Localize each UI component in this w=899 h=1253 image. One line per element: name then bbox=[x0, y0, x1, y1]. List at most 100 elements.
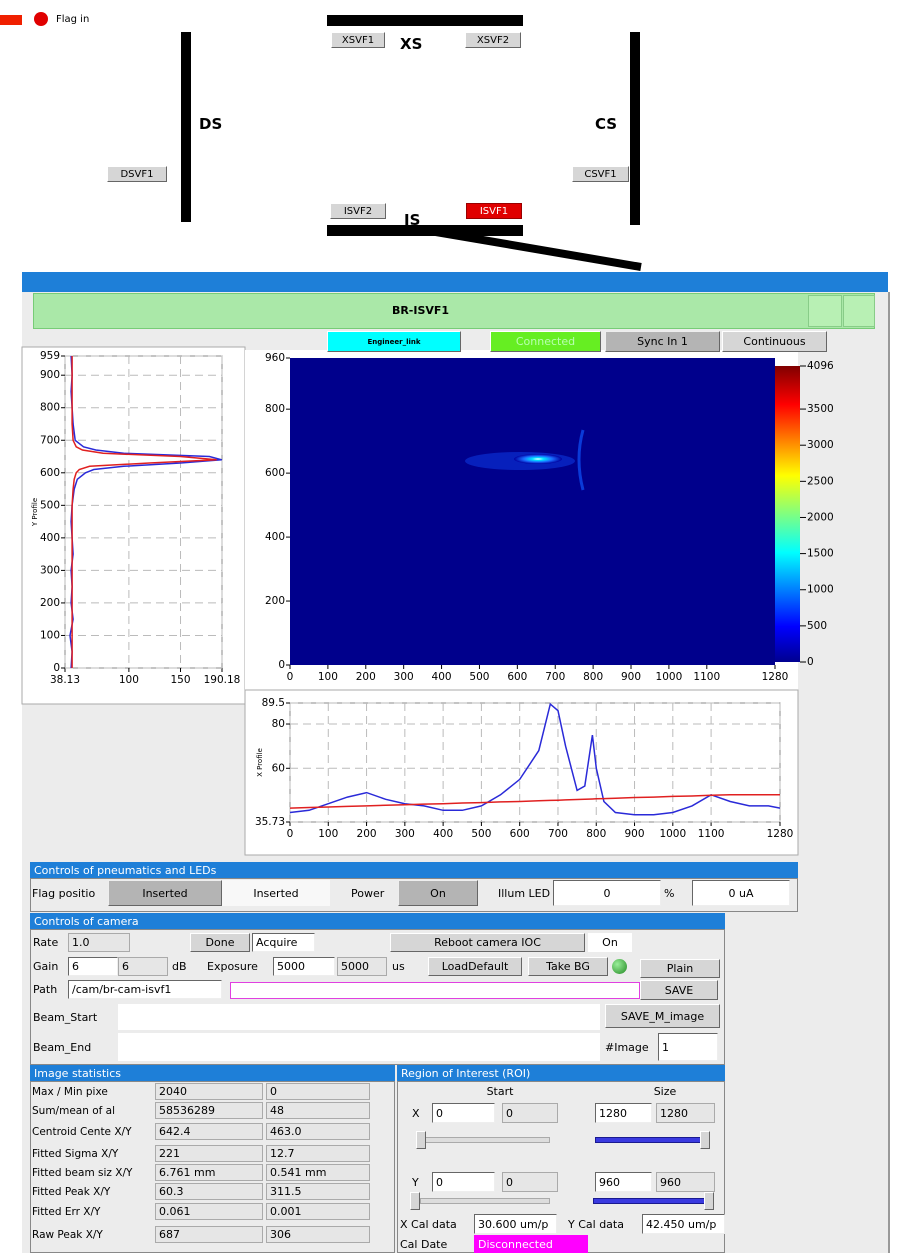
x-tick-label: 1000 bbox=[656, 671, 683, 683]
label: Beam_End bbox=[33, 1033, 117, 1061]
heatmap-image bbox=[290, 358, 775, 665]
flag-button[interactable]: CSVF1 bbox=[572, 166, 629, 182]
beam-start-field[interactable] bbox=[118, 1004, 600, 1030]
flag-button[interactable]: XSVF1 bbox=[331, 32, 385, 48]
window-title: BR-ISVF1 bbox=[33, 293, 808, 327]
exposure-field[interactable]: 5000 bbox=[273, 957, 335, 976]
link-button[interactable]: Engineer_link bbox=[327, 331, 461, 352]
stat-value: 58536289 bbox=[155, 1102, 263, 1119]
y-tick-label: 200 bbox=[265, 595, 285, 607]
label: us bbox=[392, 957, 412, 976]
led-field[interactable]: 0 bbox=[553, 880, 661, 906]
beam-end-field[interactable] bbox=[118, 1033, 600, 1061]
label: Flag positio bbox=[32, 880, 108, 906]
x-tick-label: 1000 bbox=[659, 828, 686, 840]
x-tick-label: 600 bbox=[507, 671, 527, 683]
slider-track bbox=[595, 1137, 707, 1143]
stat-value: 463.0 bbox=[266, 1123, 370, 1140]
roi-field[interactable]: 960 bbox=[595, 1172, 652, 1192]
x-tick-label: 1280 bbox=[762, 671, 789, 683]
station-label: IS bbox=[404, 208, 434, 232]
x-tick-label: 700 bbox=[548, 828, 568, 840]
y-tick-label: 800 bbox=[265, 403, 285, 415]
y-tick-label: 600 bbox=[40, 467, 60, 479]
section-header: Region of Interest (ROI) bbox=[397, 1065, 725, 1081]
label: Start bbox=[460, 1083, 540, 1099]
slider-handle[interactable] bbox=[700, 1131, 710, 1149]
stat-label: Max / Min pixe bbox=[32, 1083, 154, 1101]
roi-readback: 960 bbox=[656, 1172, 715, 1192]
path-field[interactable]: /cam/br-cam-isvf1 bbox=[68, 980, 222, 999]
acquire-button[interactable]: Acquire bbox=[252, 933, 315, 952]
x-tick-label: 400 bbox=[433, 828, 453, 840]
stat-value: 642.4 bbox=[155, 1123, 263, 1140]
x-tick-label: 600 bbox=[510, 828, 530, 840]
roi-readback: 1280 bbox=[656, 1103, 715, 1123]
mode-button[interactable]: Continuous bbox=[722, 331, 827, 352]
flag-button[interactable]: Inserted bbox=[108, 880, 222, 906]
y-tick-label: 960 bbox=[265, 352, 285, 364]
stat-value: 306 bbox=[266, 1226, 370, 1243]
power-button[interactable]: On bbox=[398, 880, 478, 906]
axis-label: Y Profile bbox=[31, 498, 39, 527]
load-default-button[interactable]: LoadDefault bbox=[428, 957, 522, 976]
x-tick-label: 100 bbox=[318, 828, 338, 840]
current-field: 0 uA bbox=[692, 880, 790, 906]
flag-label: Flag in bbox=[56, 11, 116, 27]
cal-field[interactable]: 42.450 um/p bbox=[642, 1214, 725, 1234]
slider-handle[interactable] bbox=[416, 1131, 426, 1149]
exposure-readback: 5000 bbox=[337, 957, 387, 976]
slider-track bbox=[420, 1137, 550, 1143]
x-tick-label: 200 bbox=[356, 671, 376, 683]
gain-field[interactable]: 6 bbox=[68, 957, 118, 976]
station-label: XS bbox=[400, 32, 430, 56]
label: #Image bbox=[605, 1033, 657, 1061]
flag-button[interactable]: XSVF2 bbox=[465, 32, 521, 48]
plain-button[interactable]: Plain bbox=[640, 959, 720, 978]
flag-button[interactable]: ISVF2 bbox=[330, 203, 386, 219]
x-tick-label: 400 bbox=[432, 671, 452, 683]
cal-date: Disconnected bbox=[474, 1235, 588, 1253]
n-image-field[interactable]: 1 bbox=[658, 1033, 718, 1061]
stat-value: 12.7 bbox=[266, 1145, 370, 1162]
y-tick-label: 60 bbox=[272, 762, 285, 774]
save-button[interactable]: SAVE bbox=[640, 980, 718, 1000]
stat-value: 221 bbox=[155, 1145, 263, 1162]
colorbar-label: 2000 bbox=[807, 511, 834, 523]
station-label: CS bbox=[595, 112, 631, 136]
save-m-image-button[interactable]: SAVE_M_image bbox=[605, 1004, 720, 1028]
done-button[interactable]: Done bbox=[190, 933, 250, 952]
roi-field[interactable]: 0 bbox=[432, 1172, 495, 1192]
colorbar-label: 2500 bbox=[807, 475, 834, 487]
stat-value: 311.5 bbox=[266, 1183, 370, 1200]
y-tick-label: 0 bbox=[53, 662, 60, 674]
colorbar-label: 500 bbox=[807, 620, 827, 632]
x-tick-label: 200 bbox=[357, 828, 377, 840]
y-tick-label: 700 bbox=[40, 434, 60, 446]
y-tick-label: 800 bbox=[40, 402, 60, 414]
roi-field[interactable]: 0 bbox=[432, 1103, 495, 1123]
slider-track bbox=[593, 1198, 711, 1204]
label: Cal Date bbox=[400, 1235, 474, 1253]
label: Y bbox=[412, 1172, 428, 1192]
roi-field[interactable]: 1280 bbox=[595, 1103, 652, 1123]
cal-field[interactable]: 30.600 um/p bbox=[474, 1214, 557, 1234]
sync-button[interactable]: Sync In 1 bbox=[605, 331, 720, 352]
slider-handle[interactable] bbox=[704, 1192, 714, 1210]
stat-label: Fitted beam siz X/Y bbox=[32, 1164, 154, 1182]
flag-button[interactable]: DSVF1 bbox=[107, 166, 167, 182]
x-tick-label: 38.13 bbox=[50, 674, 80, 686]
label: % bbox=[664, 880, 684, 906]
slider-handle[interactable] bbox=[410, 1192, 420, 1210]
slider-track bbox=[420, 1198, 550, 1204]
stat-value: 2040 bbox=[155, 1083, 263, 1100]
flag-button[interactable]: ISVF1 bbox=[466, 203, 522, 219]
stat-value: 60.3 bbox=[155, 1183, 263, 1200]
roi-readback: 0 bbox=[502, 1103, 558, 1123]
stat-label: Fitted Sigma X/Y bbox=[32, 1145, 154, 1163]
take-bg-button[interactable]: Take BG bbox=[528, 957, 608, 976]
colorbar-label: 0 bbox=[807, 656, 814, 668]
x-tick-label: 190.18 bbox=[204, 674, 241, 686]
x-tick-label: 500 bbox=[471, 828, 491, 840]
reboot-button[interactable]: Reboot camera IOC bbox=[390, 933, 585, 952]
